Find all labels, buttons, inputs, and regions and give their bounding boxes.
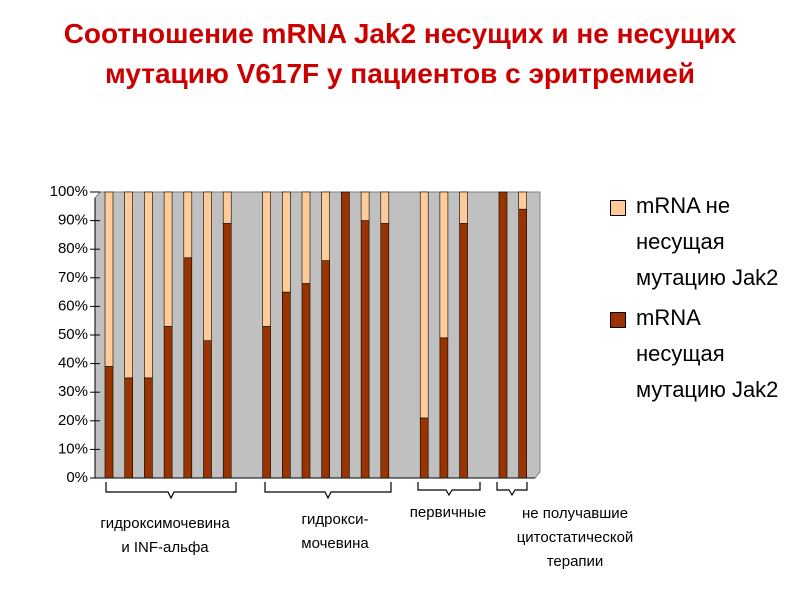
legend-swatch: [610, 312, 626, 328]
y-tick-label: 20%: [58, 412, 88, 429]
y-tick-label: 30%: [58, 383, 88, 400]
bar-segment: [183, 191, 193, 259]
legend-swatch: [610, 200, 626, 216]
y-tick-label: 80%: [58, 240, 88, 257]
bar-segment: [419, 191, 429, 419]
group-label: мочевина: [301, 535, 369, 552]
y-tick-label: 40%: [58, 355, 88, 372]
bar-segment: [518, 208, 528, 479]
bar-segment: [360, 191, 370, 221]
bar-segment: [262, 191, 271, 327]
bar-segment: [321, 191, 331, 261]
plot-wall: [94, 191, 541, 479]
legend-label: mRNA не несущая мутацию Jak2: [636, 193, 779, 290]
bar-segment: [203, 191, 212, 342]
bar-segment: [183, 257, 193, 479]
bar-segment: [341, 191, 350, 479]
bar-segment: [380, 223, 390, 479]
bar-segment: [360, 220, 370, 479]
y-tick-label: 10%: [58, 440, 88, 457]
bar-segment: [321, 260, 331, 479]
legend-item: mRNA не несущая мутацию Jak2: [608, 188, 788, 296]
y-tick-label: 50%: [58, 326, 88, 343]
bar-segment: [419, 417, 429, 479]
legend-label: mRNA несущая мутацию Jak2: [636, 305, 779, 402]
bar-segment: [459, 223, 468, 479]
bar-segment: [104, 366, 114, 479]
group-label: гидрокси-: [302, 511, 369, 528]
legend: mRNA не несущая мутацию Jak2 mRNA несущая…: [608, 188, 788, 412]
bar-segment: [301, 191, 311, 284]
y-tick-label: 100%: [50, 183, 88, 200]
group-label: терапии: [547, 553, 604, 570]
legend-item: mRNA несущая мутацию Jak2: [608, 300, 788, 408]
y-tick-label: 60%: [58, 297, 88, 314]
bar-segment: [124, 191, 133, 379]
group-label: гидроксимочевина: [100, 515, 230, 532]
bar-segment: [498, 191, 508, 479]
group-label: первичные: [410, 504, 486, 521]
bar-segment: [281, 191, 291, 293]
bar-segment: [124, 377, 133, 479]
bar-segment: [144, 191, 153, 379]
bar-segment: [104, 191, 114, 367]
brackets: [105, 482, 528, 500]
bar-segment: [222, 223, 232, 479]
bar-segment: [380, 191, 390, 224]
chart-title: Соотношение mRNA Jak2 несущих и не несущ…: [63, 18, 737, 89]
bar-segment: [203, 340, 212, 479]
bar-segment: [281, 291, 291, 479]
group-label: не получавшие: [522, 505, 628, 522]
y-tick-label: 70%: [58, 269, 88, 286]
bar-segment: [163, 191, 173, 327]
y-tick-label: 0%: [66, 469, 88, 486]
group-label: и INF-альфа: [121, 539, 209, 556]
bar-segment: [439, 191, 449, 339]
y-tick-label: 90%: [58, 212, 88, 229]
group-label: цитостатической: [517, 529, 634, 546]
bar-segment: [222, 191, 232, 224]
bar-segment: [459, 191, 468, 224]
bar-segment: [439, 337, 449, 479]
bar-segment: [144, 377, 153, 479]
bar-segment: [163, 326, 173, 479]
bar-segment: [301, 283, 311, 479]
bar-segment: [518, 191, 528, 210]
bar-segment: [262, 326, 271, 479]
